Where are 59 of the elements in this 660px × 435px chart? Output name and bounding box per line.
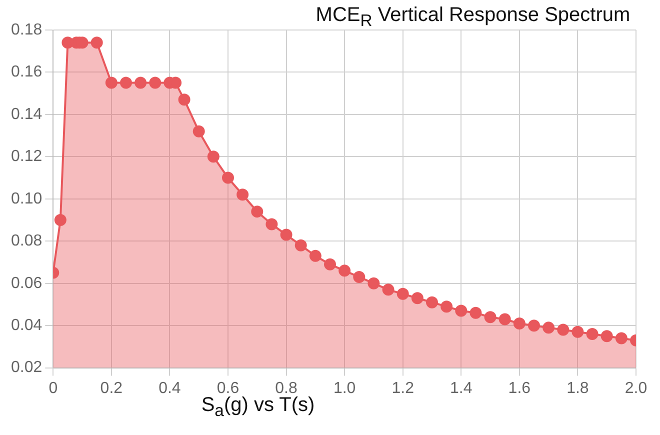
y-tick-label: 0.16 <box>11 64 42 81</box>
x-tick-label: 0.6 <box>216 380 240 397</box>
x-tick-label: 1.4 <box>450 380 472 397</box>
point <box>411 292 424 304</box>
point <box>324 258 336 270</box>
point <box>382 284 394 296</box>
x-tick-label: 2.0 <box>624 380 648 397</box>
x-tick-label: 1.2 <box>392 380 414 397</box>
x-tick-label: 0 <box>48 380 58 397</box>
x-tick-label: 1.0 <box>333 380 356 397</box>
point <box>236 188 249 201</box>
x-axis-title: S$_{a}$(g) vs T(s) <box>201 394 315 420</box>
point <box>455 304 468 317</box>
point <box>557 324 570 336</box>
point <box>542 322 555 334</box>
y-tick-label: 0.06 <box>11 274 42 292</box>
point <box>294 239 307 252</box>
point <box>149 76 162 89</box>
y-tick-label: 0.04 <box>11 316 42 334</box>
point <box>90 36 103 49</box>
x-tick-label: 1.6 <box>508 380 531 397</box>
point <box>105 76 118 89</box>
point <box>368 277 380 290</box>
x-tick-label: 1.8 <box>566 380 589 397</box>
point <box>192 125 205 138</box>
point <box>484 311 496 324</box>
point <box>440 300 453 313</box>
point <box>572 326 584 338</box>
chart-title: MCE$_{R}$ Vertical Response Spectrum <box>314 4 632 31</box>
point <box>513 317 526 330</box>
point <box>600 330 613 342</box>
point <box>615 332 628 344</box>
point <box>498 313 511 326</box>
point <box>426 296 438 308</box>
point <box>207 150 220 163</box>
x-tick-label: 0.4 <box>158 380 181 397</box>
point <box>251 206 264 218</box>
point <box>266 218 278 230</box>
y-tick-label: 0.12 <box>11 148 42 166</box>
point <box>470 306 482 319</box>
point <box>396 288 409 300</box>
y-tick-label: 0.14 <box>11 106 42 123</box>
point <box>280 228 292 241</box>
point <box>178 94 190 106</box>
point <box>353 271 366 284</box>
y-tick-label: 0.18 <box>11 21 42 38</box>
point <box>586 328 598 340</box>
point <box>309 250 322 262</box>
y-tick-label: 0.10 <box>11 190 42 208</box>
y-tick-label: 0.08 <box>11 232 42 250</box>
point <box>222 172 234 184</box>
y-tick-label: 0.02 <box>11 359 42 376</box>
point <box>134 76 147 89</box>
point <box>120 76 132 89</box>
point <box>338 264 351 277</box>
x-tick-label: 0.8 <box>275 380 298 397</box>
x-tick-label: 0.2 <box>100 380 123 397</box>
point <box>528 320 540 332</box>
point <box>54 214 66 226</box>
